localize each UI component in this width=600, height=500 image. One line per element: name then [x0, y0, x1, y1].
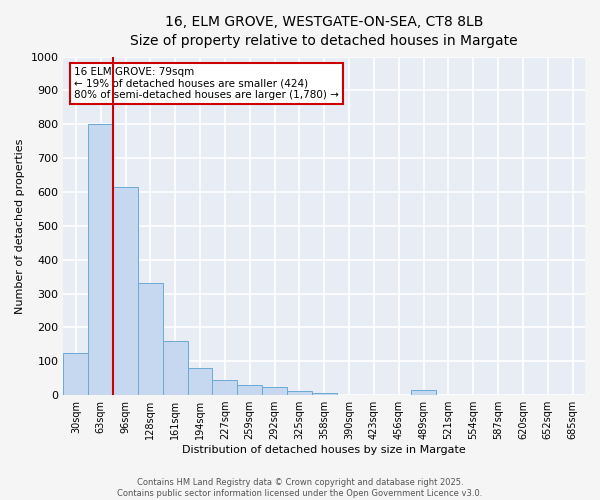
Bar: [287, 391, 312, 395]
Bar: [113, 187, 138, 395]
Bar: [237, 385, 262, 395]
Title: 16, ELM GROVE, WESTGATE-ON-SEA, CT8 8LB
Size of property relative to detached ho: 16, ELM GROVE, WESTGATE-ON-SEA, CT8 8LB …: [130, 15, 518, 48]
Bar: [212, 380, 237, 395]
Text: Contains HM Land Registry data © Crown copyright and database right 2025.
Contai: Contains HM Land Registry data © Crown c…: [118, 478, 482, 498]
Text: 16 ELM GROVE: 79sqm
← 19% of detached houses are smaller (424)
80% of semi-detac: 16 ELM GROVE: 79sqm ← 19% of detached ho…: [74, 67, 339, 100]
Bar: [262, 386, 287, 395]
X-axis label: Distribution of detached houses by size in Margate: Distribution of detached houses by size …: [182, 445, 466, 455]
Bar: [64, 353, 88, 395]
Bar: [88, 124, 113, 395]
Bar: [312, 394, 337, 395]
Bar: [188, 368, 212, 395]
Y-axis label: Number of detached properties: Number of detached properties: [15, 138, 25, 314]
Bar: [411, 390, 436, 395]
Bar: [163, 341, 188, 395]
Bar: [138, 284, 163, 395]
